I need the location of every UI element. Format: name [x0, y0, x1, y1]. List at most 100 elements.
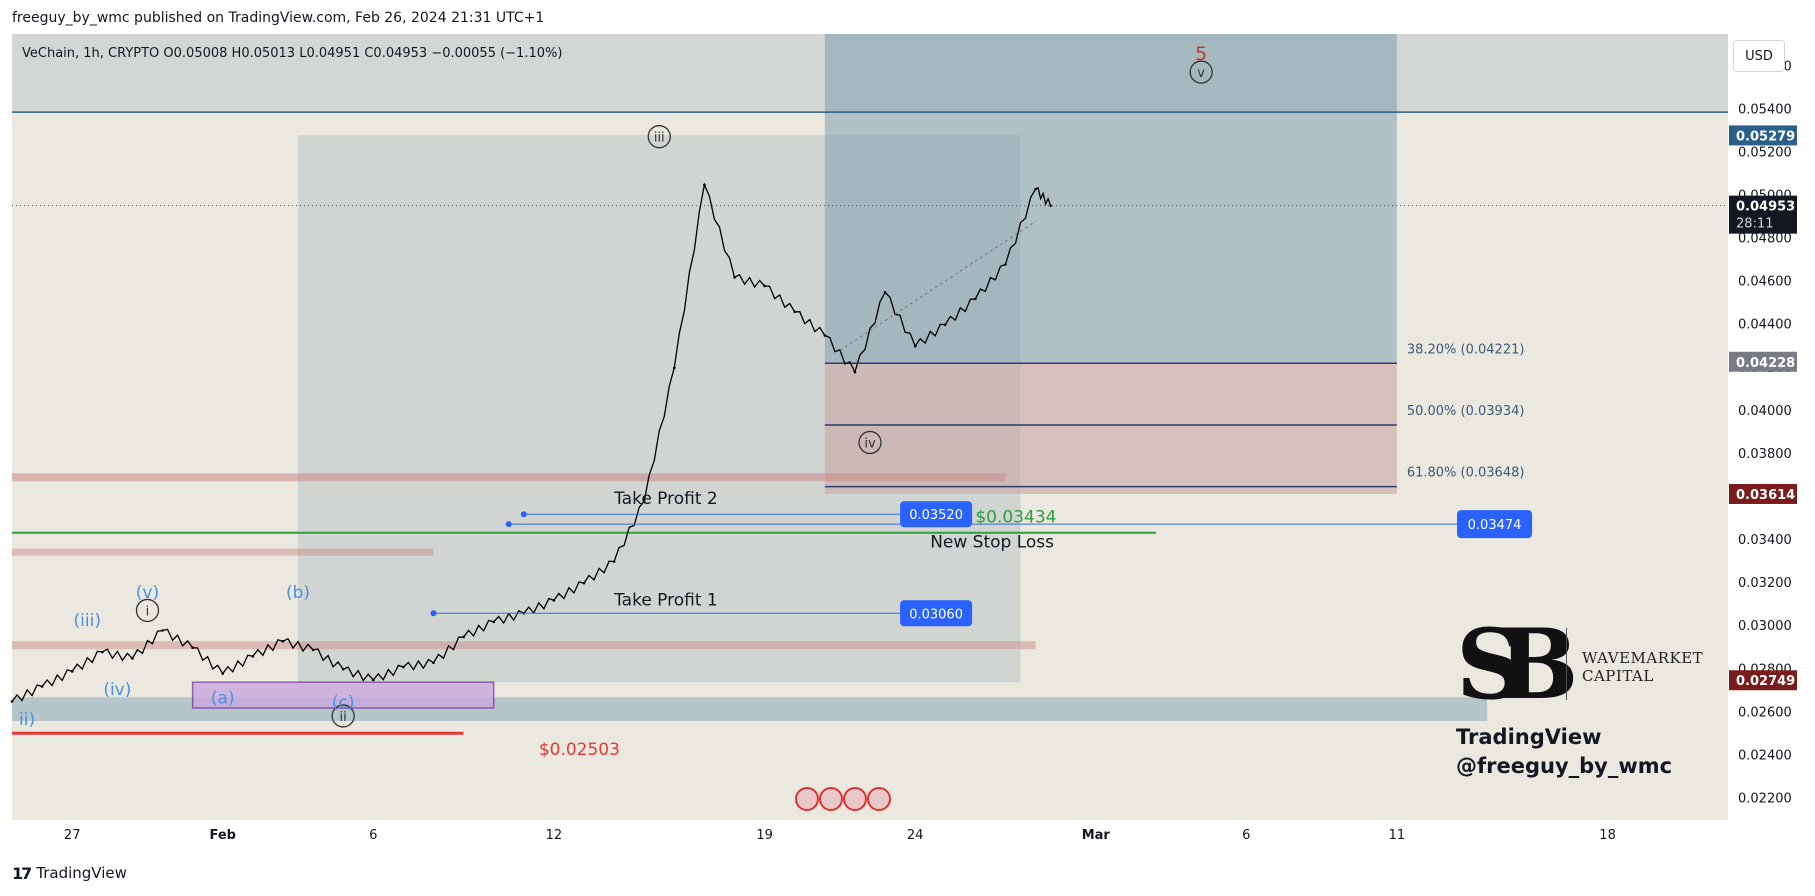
last-price-tag	[1729, 195, 1797, 234]
target-anchor	[430, 610, 437, 617]
x-tick-label: 27	[64, 828, 81, 843]
wave-label: 5	[1195, 43, 1207, 65]
fib-label: 50.00% (0.03934)	[1407, 404, 1525, 419]
target-zone	[824, 34, 1397, 364]
currency-button[interactable]: USD	[1733, 40, 1785, 72]
price-point	[1034, 187, 1037, 191]
footer-brand[interactable]: TradingView	[36, 864, 127, 882]
price-series-line	[11, 182, 1052, 702]
price-label-value: 0.04228	[1736, 356, 1795, 371]
target-name: Take Profit 2	[613, 489, 718, 509]
value-tag	[1457, 510, 1533, 539]
watermark-company-line2: CAPITAL	[1582, 667, 1654, 685]
header-bar: freeguy_by_wmc published on TradingView.…	[0, 0, 1815, 36]
event-flag-icon[interactable]	[867, 787, 891, 811]
value-tag-label: 0.03474	[1468, 518, 1522, 533]
event-flag-icon[interactable]	[819, 787, 843, 811]
wave-label: ii)	[19, 710, 35, 730]
wave-circle	[331, 704, 355, 728]
footer: 17 TradingView	[12, 862, 127, 884]
watermark-handle: @freeguy_by_wmc	[1456, 754, 1673, 778]
price-point	[251, 655, 255, 658]
target-value-tag	[900, 600, 973, 627]
y-tick-label: 0.03400	[1738, 533, 1792, 548]
price-point	[642, 499, 646, 503]
price-point	[402, 665, 405, 669]
price-point	[1004, 263, 1007, 266]
wave-circle	[858, 430, 882, 455]
watermark-name: TradingView	[1456, 725, 1602, 749]
sb-logo-icon: SB	[1456, 620, 1576, 710]
value-anchor	[505, 521, 512, 528]
y-tick-label: 0.03200	[1738, 576, 1792, 591]
price-point	[281, 639, 285, 643]
price-point	[10, 700, 14, 703]
target-value: 0.03520	[909, 508, 963, 523]
y-tick-label: 0.03800	[1738, 447, 1792, 462]
retracement-zone	[824, 363, 1397, 494]
price-point	[131, 657, 134, 660]
price-point	[492, 620, 495, 624]
y-tick-label: 0.04800	[1738, 232, 1792, 247]
tradingview-logo-icon: 17	[12, 863, 32, 883]
price-point	[673, 366, 676, 370]
target-name: Take Profit 1	[613, 590, 718, 610]
target-value-tag	[900, 501, 973, 528]
accumulation-box	[191, 681, 495, 709]
resistance-band	[12, 548, 434, 556]
price-point	[974, 297, 977, 301]
price-point	[823, 334, 827, 337]
wave-label: (iv)	[103, 680, 131, 700]
y-tick-label: 0.02200	[1738, 791, 1792, 806]
y-tick-label: 0.04400	[1738, 318, 1792, 333]
price-point	[101, 650, 104, 654]
support-label: $0.02503	[539, 740, 620, 760]
price-label-value: 0.05279	[1736, 129, 1795, 144]
price-label-tag	[1729, 125, 1797, 146]
wave-label: v	[1197, 66, 1205, 81]
time-axis-background	[12, 820, 1728, 860]
price-point	[703, 183, 706, 187]
price-point	[733, 276, 736, 279]
price-point	[371, 678, 375, 682]
y-tick-label: 0.04000	[1738, 404, 1792, 419]
x-tick-label: 12	[546, 828, 563, 843]
wave-label: (v)	[136, 583, 159, 603]
wave-circle	[135, 598, 160, 623]
price-point	[221, 672, 225, 675]
price-point	[311, 648, 315, 652]
price-label-tag	[1729, 483, 1797, 504]
fib-label: 61.80% (0.03648)	[1407, 466, 1525, 481]
price-point	[161, 629, 164, 632]
price-label-tag	[1729, 351, 1797, 372]
x-tick-label: Mar	[1082, 828, 1111, 843]
price-label-value: 0.02749	[1736, 674, 1795, 689]
y-tick-label: 0.02400	[1738, 748, 1792, 763]
wave-label: (iii)	[74, 611, 101, 631]
price-point	[582, 581, 586, 585]
x-tick-label: 18	[1599, 828, 1616, 843]
price-point	[853, 370, 857, 374]
wave-label: (a)	[211, 689, 235, 709]
price-point	[40, 685, 44, 688]
event-flag-icon[interactable]	[843, 787, 867, 811]
stop-loss-caption: New Stop Loss	[930, 533, 1054, 553]
y-tick-label: 0.02600	[1738, 705, 1792, 720]
y-tick-label: 0.04600	[1738, 275, 1792, 290]
price-label-tag	[1729, 670, 1797, 691]
price-point	[612, 560, 616, 563]
wave-circle	[1189, 60, 1213, 84]
price-point	[1049, 204, 1052, 207]
price-point	[191, 646, 194, 650]
y-tick-label: 0.03000	[1738, 619, 1792, 634]
price-point	[552, 599, 556, 602]
watermark-brand: SB WAVEMARKET CAPITAL TradingView @freeg…	[1456, 620, 1706, 790]
wave-label: (c)	[332, 693, 355, 713]
event-flag-icon[interactable]	[795, 787, 819, 811]
x-tick-label: 24	[907, 828, 924, 843]
publish-line: freeguy_by_wmc published on TradingView.…	[12, 10, 545, 26]
resistance-band	[12, 641, 1036, 650]
wave-circle	[647, 125, 671, 149]
symbol-ohlc-line: VeChain, 1h, CRYPTO O0.05008 H0.05013 L0…	[22, 46, 563, 61]
